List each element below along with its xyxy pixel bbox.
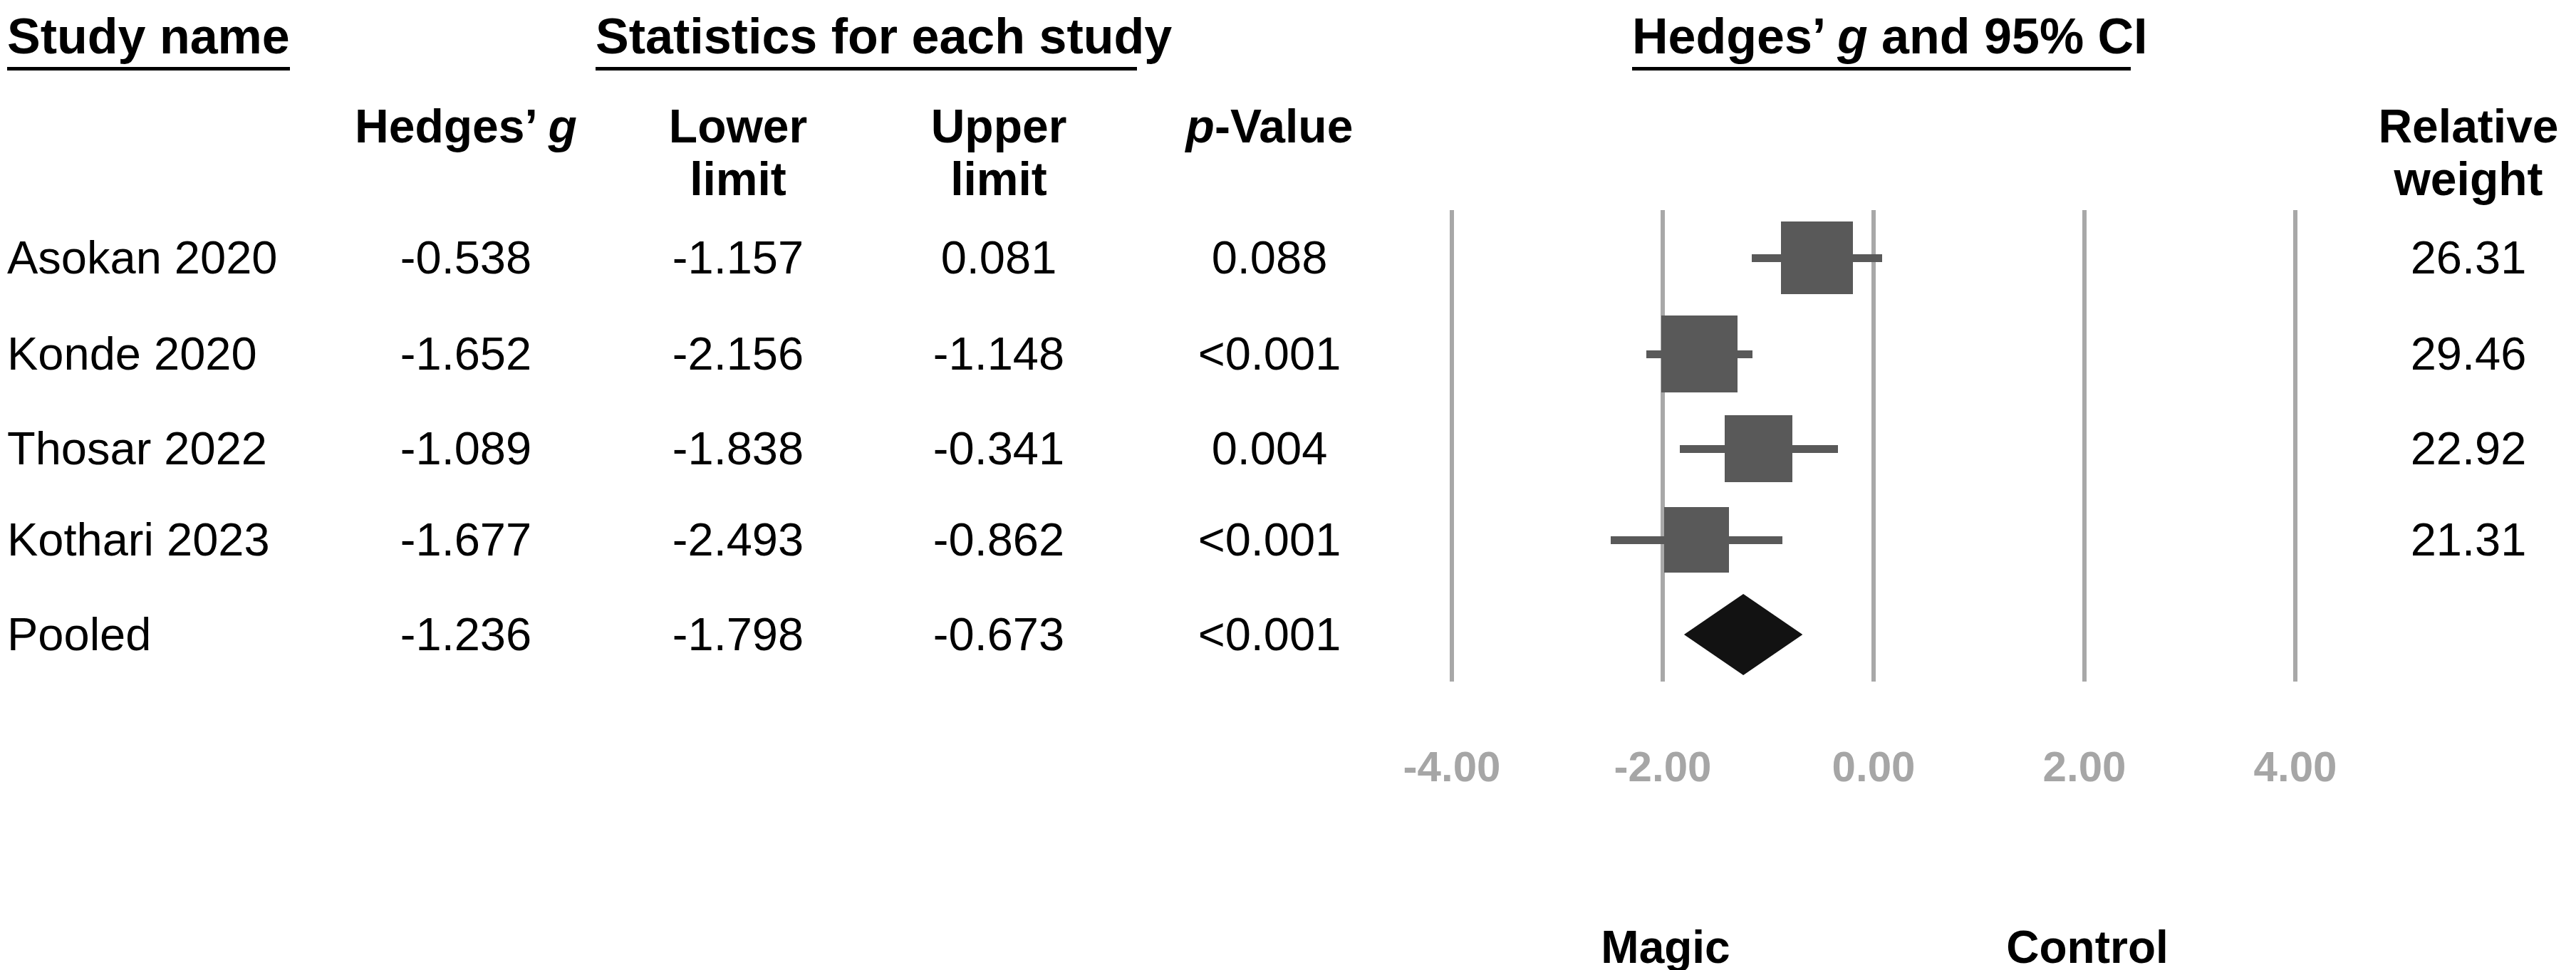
plot-title-g: g: [1837, 9, 1868, 64]
plot-column-title: Hedges’ g and 95% CI: [1632, 9, 2131, 71]
left-group-label: Magic: [1601, 921, 1730, 970]
right-group-label: Control: [2006, 921, 2169, 970]
lower-limit-value: -1.838: [672, 422, 804, 475]
lower-limit-value: -1.157: [672, 231, 804, 284]
effect-size-square: [1781, 221, 1854, 294]
lower-limit-value: -2.156: [672, 328, 804, 380]
study-name-column-title: Study name: [7, 9, 290, 71]
relative-weight-value: 29.46: [2411, 328, 2527, 380]
relative-weight-column-header: Relative weight: [2290, 100, 2576, 205]
relative-weight-value: 21.31: [2411, 513, 2527, 566]
table-row: Konde 2020 -1.652 -2.156 -1.148 <0.001 29.46: [0, 328, 2576, 380]
effect-size-square: [1725, 415, 1792, 483]
p-value: <0.001: [1198, 608, 1341, 661]
upper-limit-header-line2: limit: [821, 152, 1177, 205]
hedges-g-value: -1.652: [400, 328, 531, 380]
pooled-diamond: [1684, 594, 1803, 675]
table-row: Thosar 2022 -1.089 -1.838 -0.341 0.004 22.92: [0, 422, 2576, 475]
gridline: [2293, 210, 2297, 682]
study-name: Konde 2020: [7, 328, 257, 380]
lower-limit-value: -2.493: [672, 513, 804, 566]
x-tick-label: -2.00: [1614, 742, 1712, 791]
p-value: 0.088: [1212, 231, 1328, 284]
x-tick-label: 0.00: [1832, 742, 1916, 791]
p-value: <0.001: [1198, 328, 1341, 380]
gridline: [1661, 210, 1665, 682]
x-tick-label: 4.00: [2254, 742, 2337, 791]
relative-weight-header-line2: weight: [2290, 152, 2576, 205]
plot-title-prefix: Hedges’: [1632, 9, 1837, 64]
table-row: Pooled -1.236 -1.798 -0.673 <0.001: [0, 608, 2576, 661]
x-tick-label: -4.00: [1403, 742, 1501, 791]
p-value: 0.004: [1212, 422, 1328, 475]
upper-limit-value: -1.148: [933, 328, 1064, 380]
upper-limit-value: -0.673: [933, 608, 1064, 661]
relative-weight-value: 26.31: [2411, 231, 2527, 284]
forest-plot: Study name Statistics for each study Hed…: [0, 0, 2576, 970]
upper-limit-value: 0.081: [941, 231, 1057, 284]
relative-weight-value: 22.92: [2411, 422, 2527, 475]
gridline: [1871, 210, 1876, 682]
study-name: Pooled: [7, 608, 151, 661]
study-name: Asokan 2020: [7, 231, 277, 284]
hedges-g-value: -1.236: [400, 608, 531, 661]
p-value-column-header: p-Value: [1091, 100, 1448, 152]
hedges-g-value: -1.677: [400, 513, 531, 566]
gridline: [2082, 210, 2087, 682]
study-name: Kothari 2023: [7, 513, 270, 566]
lower-limit-value: -1.798: [672, 608, 804, 661]
p-value-header-suffix: -Value: [1215, 100, 1353, 152]
hedges-g-value: -0.538: [400, 231, 531, 284]
effect-size-square: [1664, 507, 1729, 572]
upper-limit-value: -0.862: [933, 513, 1064, 566]
relative-weight-header-line1: Relative: [2290, 100, 2576, 152]
hedges-g-value: -1.089: [400, 422, 531, 475]
table-row: Kothari 2023 -1.677 -2.493 -0.862 <0.001 21.3…: [0, 513, 2576, 566]
gridline: [1450, 210, 1454, 682]
effect-size-square: [1661, 315, 1738, 392]
hedges-header-prefix: Hedges’: [355, 100, 548, 152]
plot-title-suffix: and 95% CI: [1868, 9, 2148, 64]
statistics-column-title: Statistics for each study: [596, 9, 1137, 71]
x-tick-label: 2.00: [2043, 742, 2126, 791]
p-value: <0.001: [1198, 513, 1341, 566]
p-value-header-p: p: [1186, 100, 1215, 152]
upper-limit-value: -0.341: [933, 422, 1064, 475]
table-row: Asokan 2020 -0.538 -1.157 0.081 0.088 26.31: [0, 231, 2576, 284]
study-name: Thosar 2022: [7, 422, 267, 475]
